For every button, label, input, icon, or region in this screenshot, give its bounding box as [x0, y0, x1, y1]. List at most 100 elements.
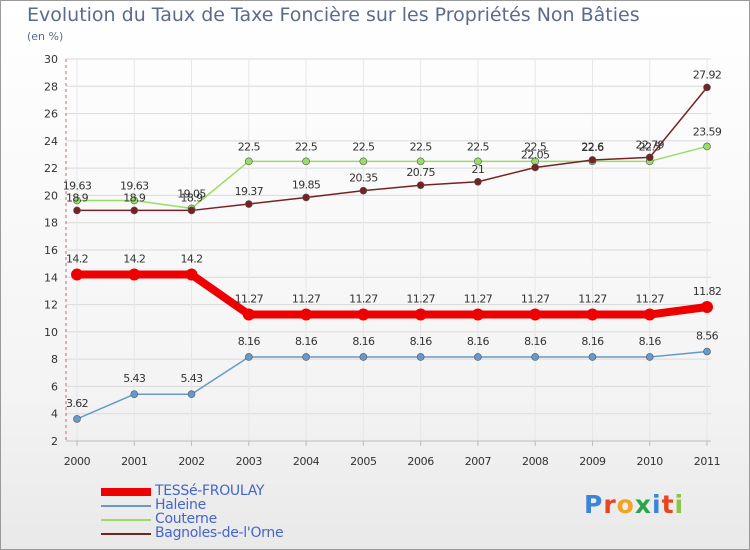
legend-label: Bagnoles-de-l'Orne — [155, 525, 284, 541]
data-label: 19.05 — [177, 187, 206, 200]
data-label: 18.9 — [180, 191, 203, 204]
data-label: 22.05 — [521, 148, 550, 161]
x-tick-label: 2011 — [694, 455, 720, 468]
logo-letter: o — [616, 490, 635, 519]
legend-label: Haleine — [155, 497, 206, 513]
data-point — [359, 157, 368, 166]
data-label: 20.35 — [349, 172, 378, 185]
data-label: 22.79 — [635, 138, 664, 151]
data-label: 22.5 — [352, 140, 375, 153]
logo-letter: P — [584, 490, 604, 519]
y-tick-label: 28 — [44, 80, 58, 93]
data-label: 8.16 — [639, 335, 662, 348]
data-label: 5.43 — [123, 372, 146, 385]
data-label: 8.16 — [410, 335, 433, 348]
data-point — [588, 353, 597, 361]
data-label: 14.2 — [66, 253, 88, 266]
data-label: 22.5 — [410, 140, 433, 153]
y-tick-label: 2 — [51, 435, 58, 448]
logo-letter: i — [674, 490, 685, 519]
x-tick-label: 2003 — [236, 455, 263, 468]
data-point — [474, 353, 482, 361]
y-tick-label: 14 — [44, 271, 58, 284]
y-tick-label: 22 — [44, 162, 58, 175]
data-point — [471, 308, 484, 321]
data-point — [643, 308, 656, 321]
proxiti-logo: Proxiti — [584, 490, 684, 519]
data-point — [416, 157, 425, 166]
data-point — [242, 308, 255, 321]
x-tick-label: 2002 — [178, 455, 204, 468]
data-label: 8.16 — [581, 335, 604, 348]
data-point — [531, 163, 539, 172]
data-point — [300, 308, 313, 321]
data-label: 22.6 — [581, 141, 604, 154]
data-label: 19.63 — [120, 179, 149, 192]
data-label: 8.56 — [696, 330, 719, 343]
legend-label: TESSé-FROULAY — [155, 483, 265, 499]
data-point — [588, 156, 597, 164]
data-point — [73, 206, 81, 215]
data-label: 11.27 — [578, 293, 607, 306]
data-point — [474, 157, 482, 166]
data-point — [245, 353, 253, 361]
data-point — [703, 347, 711, 356]
x-tick-label: 2010 — [637, 455, 664, 468]
data-point — [645, 153, 654, 162]
logo-letter: x — [634, 490, 652, 519]
legend-label: Couterne — [155, 511, 217, 527]
series-line — [77, 145, 708, 210]
data-label: 8.16 — [524, 335, 547, 348]
data-point — [586, 308, 599, 321]
y-tick-label: 12 — [44, 299, 58, 312]
y-tick-label: 16 — [44, 244, 58, 257]
data-point — [71, 268, 83, 281]
series-line — [77, 270, 708, 319]
data-point — [245, 157, 253, 166]
data-point — [416, 353, 425, 361]
chart-subtitle: (en %) — [27, 30, 64, 43]
data-label: 22.5 — [295, 140, 318, 153]
legend-swatch — [101, 519, 151, 521]
data-point — [529, 308, 542, 321]
y-tick-label: 24 — [44, 135, 58, 148]
logo-letter: t — [661, 490, 675, 519]
data-point — [703, 142, 711, 151]
data-point — [701, 301, 713, 314]
data-label: 21 — [472, 163, 485, 176]
data-point — [414, 308, 427, 321]
data-label: 27.92 — [693, 68, 722, 81]
data-label: 11.27 — [521, 293, 550, 306]
data-label: 11.27 — [292, 293, 321, 306]
data-point — [185, 268, 198, 281]
data-label: 14.2 — [180, 253, 202, 266]
y-tick-label: 10 — [44, 326, 58, 339]
logo-letter: i — [652, 490, 662, 519]
data-point — [130, 206, 139, 215]
data-point — [302, 157, 310, 166]
x-tick-label: 2005 — [350, 455, 377, 468]
y-tick-label: 18 — [44, 217, 58, 230]
data-label: 18.9 — [66, 191, 89, 204]
data-point — [187, 206, 196, 215]
x-tick-label: 2009 — [579, 455, 606, 468]
data-label: 19.85 — [292, 178, 321, 191]
data-point — [645, 353, 654, 361]
data-point — [359, 186, 368, 195]
data-point — [474, 177, 482, 186]
data-label: 22.5 — [524, 140, 547, 153]
data-label: 22.5 — [238, 140, 261, 153]
y-tick-label: 30 — [44, 53, 58, 66]
data-label: 18.9 — [123, 191, 146, 204]
data-point — [302, 353, 310, 361]
y-tick-label: 26 — [44, 108, 58, 121]
data-label: 20.75 — [406, 166, 435, 179]
data-label: 11.82 — [693, 285, 722, 298]
data-label: 8.16 — [467, 335, 490, 348]
x-tick-label: 2006 — [407, 455, 434, 468]
data-labels: 14.2 14.2 14.2 11.27 11.27 11.27 11.27 11.27 11.… — [63, 68, 723, 410]
data-label: 19.37 — [235, 185, 264, 198]
